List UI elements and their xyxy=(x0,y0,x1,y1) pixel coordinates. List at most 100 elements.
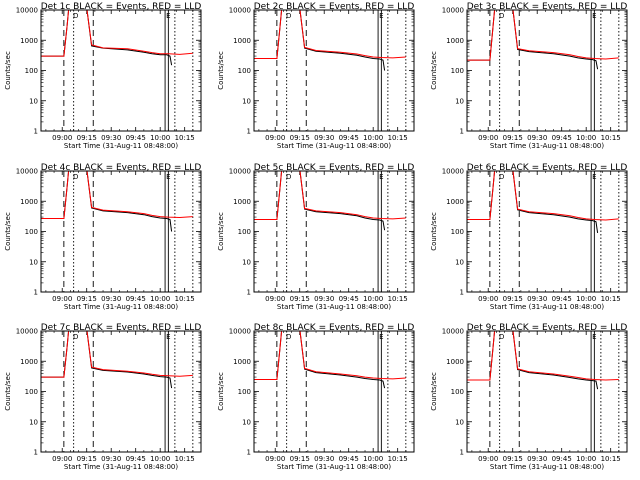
y-tick-label: 1000 xyxy=(233,358,251,366)
panel-title: Det 2c BLACK = Events, RED = LLD xyxy=(254,2,415,12)
y-tick-label: 1000 xyxy=(20,198,38,206)
y-tick-label: 1000 xyxy=(446,358,464,366)
x-tick-label: 09:45 xyxy=(126,134,146,142)
time-marker-label: E xyxy=(592,173,596,181)
x-axis-label: Start Time (31-Aug-11 08:48:00) xyxy=(490,142,604,150)
plot-frame xyxy=(40,9,202,132)
panel-title: Det 4c BLACK = Events, RED = LLD xyxy=(41,163,202,173)
x-tick-label: 10:00 xyxy=(363,295,383,303)
y-tick-label: 100 xyxy=(238,228,251,236)
x-tick-label: 09:30 xyxy=(527,295,547,303)
x-tick-label: 10:15 xyxy=(175,295,195,303)
y-tick-label: 1000 xyxy=(20,37,38,45)
x-tick-label: 10:00 xyxy=(150,455,170,463)
y-tick-label: 100 xyxy=(451,67,464,75)
y-tick-label: 1000 xyxy=(20,358,38,366)
y-tick-label: 10000 xyxy=(16,328,38,336)
time-marker-label: E xyxy=(592,12,596,20)
y-tick-label: 100 xyxy=(25,228,38,236)
x-tick-label: 10:00 xyxy=(150,134,170,142)
x-axis-label: Start Time (31-Aug-11 08:48:00) xyxy=(277,142,391,150)
y-tick-label: 10 xyxy=(242,258,251,266)
y-tick-label: 10000 xyxy=(229,168,251,176)
x-tick-label: 09:15 xyxy=(290,134,310,142)
plot-frame xyxy=(466,9,628,132)
x-tick-label: 09:15 xyxy=(503,455,523,463)
x-tick-label: 09:45 xyxy=(552,295,572,303)
x-tick-label: 09:00 xyxy=(478,295,498,303)
x-tick-label: 09:15 xyxy=(77,295,97,303)
x-tick-label: 09:00 xyxy=(52,455,72,463)
y-tick-label: 10 xyxy=(29,258,38,266)
time-marker-label: E xyxy=(592,333,596,341)
y-tick-label: 10 xyxy=(455,418,464,426)
x-tick-label: 10:00 xyxy=(576,455,596,463)
time-marker-label: D xyxy=(499,173,504,181)
time-marker-label: D xyxy=(286,12,291,20)
y-tick-label: 1 xyxy=(34,128,38,136)
detector-panel: Det 8c BLACK = Events, RED = LLD Counts/s… xyxy=(217,323,415,471)
plot-frame xyxy=(466,170,628,293)
panel-title: Det 3c BLACK = Events, RED = LLD xyxy=(467,2,628,12)
x-tick-label: 09:45 xyxy=(339,455,359,463)
y-axis-label: Counts/sec xyxy=(430,51,438,90)
y-axis-label: Counts/sec xyxy=(430,372,438,411)
panel-title: Det 1c BLACK = Events, RED = LLD xyxy=(41,2,202,12)
y-tick-label: 100 xyxy=(25,67,38,75)
detector-panel: Det 5c BLACK = Events, RED = LLD Counts/s… xyxy=(217,163,415,311)
x-tick-label: 09:00 xyxy=(478,455,498,463)
x-tick-label: 09:00 xyxy=(52,295,72,303)
y-axis-label: Counts/sec xyxy=(4,212,12,251)
x-tick-label: 09:00 xyxy=(265,295,285,303)
events-series-line xyxy=(254,171,386,231)
y-axis-label: Counts/sec xyxy=(430,212,438,251)
panel-title: Det 5c BLACK = Events, RED = LLD xyxy=(254,163,415,173)
x-tick-label: 09:30 xyxy=(101,295,121,303)
y-tick-label: 100 xyxy=(451,228,464,236)
y-tick-label: 1000 xyxy=(446,198,464,206)
y-tick-label: 100 xyxy=(238,388,251,396)
lld-series-line xyxy=(41,331,193,378)
y-tick-label: 10000 xyxy=(442,328,464,336)
x-tick-label: 10:15 xyxy=(388,295,408,303)
time-marker-label: E xyxy=(379,173,383,181)
detector-panel: Det 6c BLACK = Events, RED = LLD Counts/s… xyxy=(430,163,628,311)
y-axis-label: Counts/sec xyxy=(217,372,225,411)
x-tick-label: 10:15 xyxy=(388,455,408,463)
y-axis-label: Counts/sec xyxy=(217,51,225,90)
time-marker-label: D xyxy=(499,333,504,341)
x-tick-label: 09:30 xyxy=(527,455,547,463)
y-tick-label: 1000 xyxy=(233,198,251,206)
x-tick-label: 10:00 xyxy=(576,134,596,142)
y-tick-label: 1000 xyxy=(233,37,251,45)
y-tick-label: 10 xyxy=(29,418,38,426)
panel-title: Det 6c BLACK = Events, RED = LLD xyxy=(467,163,628,173)
detector-panel: Det 4c BLACK = Events, RED = LLD Counts/s… xyxy=(4,163,202,311)
x-tick-label: 10:15 xyxy=(175,455,195,463)
time-marker-label: E xyxy=(166,333,170,341)
time-marker-label: E xyxy=(379,333,383,341)
y-tick-label: 1 xyxy=(34,449,38,457)
time-marker-label: D xyxy=(286,333,291,341)
plot-frame xyxy=(253,9,415,132)
x-tick-label: 09:00 xyxy=(265,134,285,142)
x-tick-label: 09:30 xyxy=(101,455,121,463)
x-tick-label: 09:45 xyxy=(126,295,146,303)
x-tick-label: 09:15 xyxy=(503,295,523,303)
plot-frame xyxy=(40,170,202,293)
y-tick-label: 10 xyxy=(242,418,251,426)
x-tick-label: 09:45 xyxy=(339,134,359,142)
x-axis-label: Start Time (31-Aug-11 08:48:00) xyxy=(490,303,604,311)
y-tick-label: 1 xyxy=(247,449,251,457)
y-tick-label: 1 xyxy=(460,289,464,297)
plot-frame xyxy=(253,330,415,453)
y-tick-label: 10 xyxy=(455,97,464,105)
x-tick-label: 10:00 xyxy=(150,295,170,303)
x-tick-label: 09:30 xyxy=(314,134,334,142)
lld-series-line xyxy=(467,10,619,61)
y-tick-label: 10000 xyxy=(16,168,38,176)
detector-panel: Det 2c BLACK = Events, RED = LLD Counts/s… xyxy=(217,2,415,150)
x-tick-label: 09:45 xyxy=(552,134,572,142)
x-tick-label: 09:30 xyxy=(314,455,334,463)
y-tick-label: 10 xyxy=(455,258,464,266)
